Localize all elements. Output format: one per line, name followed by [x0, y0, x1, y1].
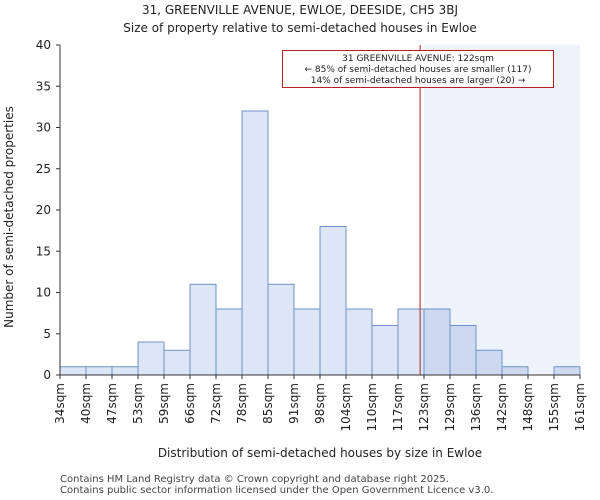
- x-tick-label: 72sqm: [209, 383, 223, 424]
- histogram-bar: [553, 366, 581, 376]
- x-tick-label: 85sqm: [261, 383, 275, 424]
- annotation-line-3: 14% of semi-detached houses are larger (…: [310, 76, 526, 86]
- y-tick-label: 0: [43, 368, 51, 382]
- x-tick-label: 98sqm: [313, 383, 327, 424]
- y-axis-label: Number of semi-detached properties: [2, 106, 16, 328]
- histogram-bar: [215, 308, 243, 376]
- y-tick-label: 40: [36, 38, 51, 52]
- histogram-bar: [345, 308, 373, 376]
- y-tick-label: 15: [36, 244, 51, 258]
- footer-line-2: Contains public sector information licen…: [60, 485, 494, 496]
- x-tick-label: 155sqm: [547, 383, 561, 431]
- histogram-bar: [319, 226, 347, 376]
- y-tick-label: 25: [36, 162, 51, 176]
- x-tick-label: 66sqm: [183, 383, 197, 424]
- histogram-bar: [189, 283, 217, 376]
- histogram-bar: [371, 325, 399, 376]
- x-tick-label: 40sqm: [79, 383, 93, 424]
- x-tick-label: 136sqm: [469, 383, 483, 431]
- histogram-bar: [85, 366, 113, 376]
- histogram-bar: [423, 308, 451, 376]
- y-tick-label: 30: [36, 121, 51, 135]
- x-tick-label: 117sqm: [391, 383, 405, 431]
- chart-title: 31, GREENVILLE AVENUE, EWLOE, DEESIDE, C…: [141, 3, 459, 17]
- x-tick-label: 148sqm: [521, 383, 535, 431]
- histogram-bar: [163, 349, 191, 376]
- histogram-bar: [137, 341, 165, 376]
- x-tick-label: 78sqm: [235, 383, 249, 424]
- x-axis-label: Distribution of semi-detached houses by …: [158, 446, 482, 460]
- histogram-bar: [293, 308, 321, 376]
- histogram-bar: [111, 366, 139, 376]
- histogram-bar: [501, 366, 529, 376]
- y-tick-label: 5: [43, 327, 51, 341]
- annotation-box: 31 GREENVILLE AVENUE: 122sqm ← 85% of se…: [282, 50, 554, 88]
- histogram-bar: [241, 110, 269, 376]
- x-tick-label: 34sqm: [53, 383, 67, 424]
- y-tick-label: 35: [36, 79, 51, 93]
- y-tick-label: 20: [36, 203, 51, 217]
- histogram-bar: [59, 366, 87, 376]
- x-tick-label: 59sqm: [157, 383, 171, 424]
- histogram-bar: [267, 283, 295, 376]
- x-tick-label: 47sqm: [105, 383, 119, 424]
- x-tick-label: 129sqm: [443, 383, 457, 431]
- x-tick-label: 110sqm: [365, 383, 379, 431]
- footer-line-1: Contains HM Land Registry data © Crown c…: [60, 474, 449, 485]
- chart-subtitle: Size of property relative to semi-detach…: [123, 21, 477, 35]
- x-tick-label: 91sqm: [287, 383, 301, 424]
- histogram-bar: [449, 325, 477, 376]
- histogram-bar: [475, 349, 503, 376]
- y-tick-label: 10: [36, 286, 51, 300]
- annotation-line-2: ← 85% of semi-detached houses are smalle…: [304, 65, 532, 75]
- x-tick-label: 53sqm: [131, 383, 145, 424]
- x-tick-label: 161sqm: [573, 383, 587, 431]
- x-tick-label: 123sqm: [417, 383, 431, 431]
- x-tick-label: 104sqm: [339, 383, 353, 431]
- x-tick-label: 142sqm: [495, 383, 509, 431]
- annotation-line-1: 31 GREENVILLE AVENUE: 122sqm: [342, 54, 494, 64]
